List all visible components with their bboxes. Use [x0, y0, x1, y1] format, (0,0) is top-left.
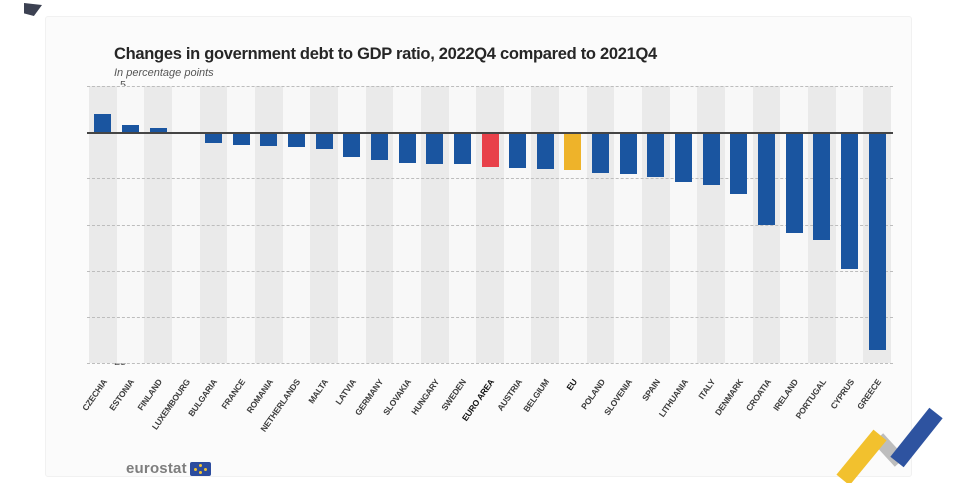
- gridline--15: [87, 270, 893, 272]
- y-tick-label: 5: [120, 79, 126, 91]
- eurostat-logo-text: eurostat: [126, 460, 187, 477]
- bar-hungary: [426, 132, 444, 164]
- bar-bulgaria: [204, 132, 222, 144]
- bar-denmark: [730, 132, 748, 195]
- bar-malta: [315, 132, 333, 149]
- chart-title: Changes in government debt to GDP ratio,…: [114, 45, 657, 63]
- bar-lithuania: [675, 132, 693, 183]
- gridline-5: [87, 86, 893, 87]
- gridline--5: [87, 178, 893, 180]
- bar-portugal: [813, 132, 831, 241]
- bar-slovenia: [619, 132, 637, 174]
- bar-eu: [564, 132, 582, 170]
- bar-greece: [868, 132, 886, 351]
- bar-latvia: [343, 132, 361, 158]
- bar-ireland: [785, 132, 803, 233]
- bar-austria: [509, 132, 527, 169]
- bar-belgium: [536, 132, 554, 170]
- gridline--10: [87, 224, 893, 226]
- eurostat-ribbon-icon: [836, 407, 943, 483]
- bar-euro-area: [481, 132, 499, 168]
- bar-poland: [592, 132, 610, 173]
- bar-france: [232, 132, 250, 146]
- bar-sweden: [453, 132, 471, 165]
- bar-germany: [370, 132, 388, 160]
- zero-axis-line: [87, 132, 893, 135]
- plot-area: [87, 86, 893, 364]
- bar-netherlands: [287, 132, 305, 147]
- bar-spain: [647, 132, 665, 178]
- bar-italy: [702, 132, 720, 185]
- bar-slovakia: [398, 132, 416, 163]
- bar-cyprus: [841, 132, 859, 269]
- gridline--20: [87, 316, 893, 318]
- bar-romania: [260, 132, 278, 146]
- gridline--25: [87, 363, 893, 364]
- bar-estonia: [121, 124, 139, 133]
- corner-mark-icon: [24, 3, 42, 16]
- bar-czechia: [94, 113, 112, 133]
- chart-card: Changes in government debt to GDP ratio,…: [45, 16, 943, 483]
- chart-subtitle: In percentage points: [114, 67, 214, 79]
- eurostat-logo: eurostat: [126, 460, 211, 477]
- eu-flag-icon: [189, 461, 211, 476]
- bar-croatia: [758, 132, 776, 226]
- bar-finland: [149, 128, 167, 133]
